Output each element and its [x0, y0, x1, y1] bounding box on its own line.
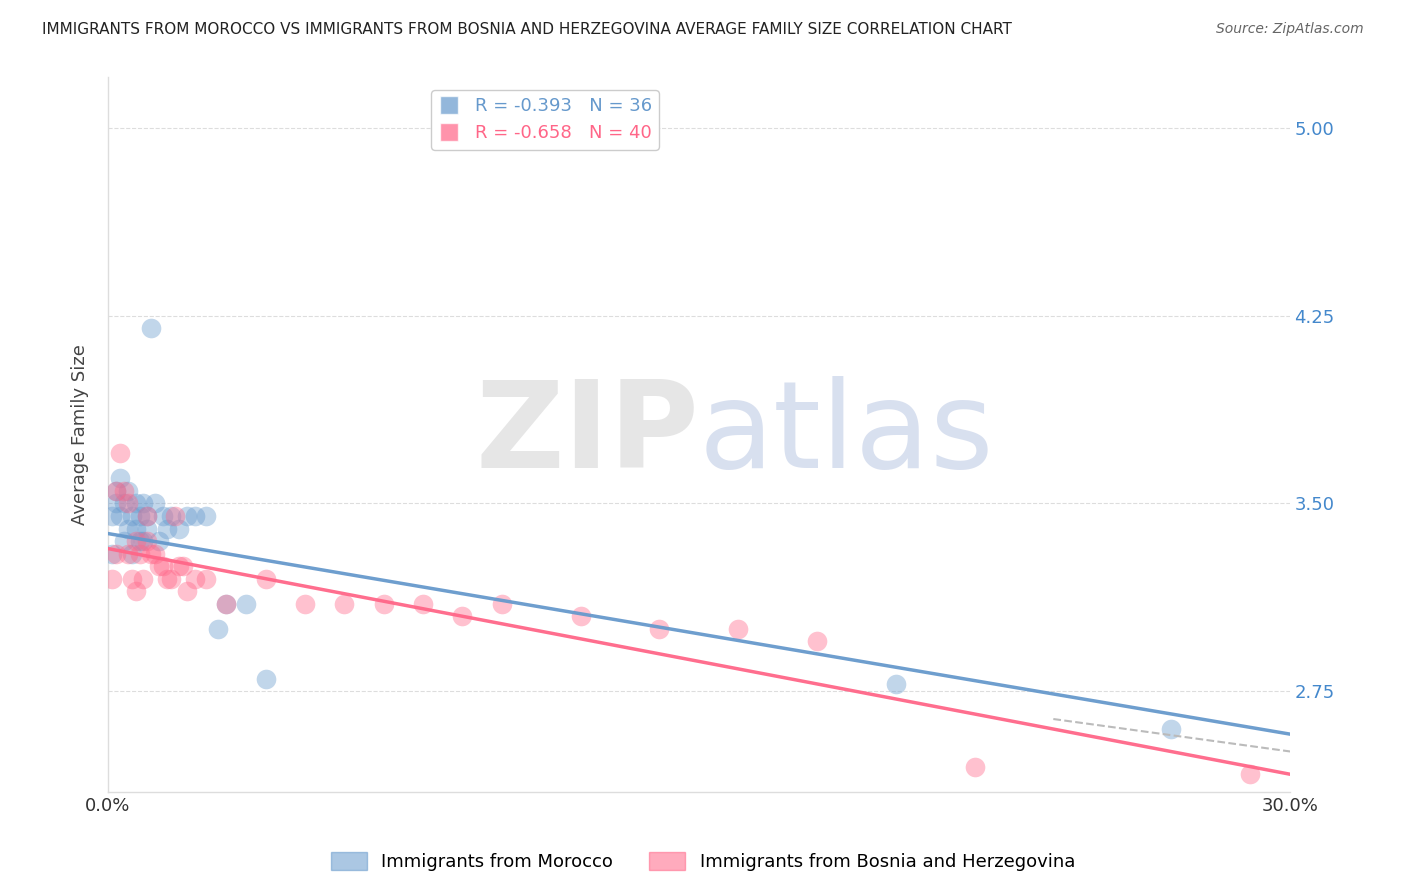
- Point: [207, 622, 229, 636]
- Point: [215, 597, 238, 611]
- Point: [132, 534, 155, 549]
- Point: [104, 496, 127, 510]
- Point: [101, 547, 124, 561]
- Point: [121, 547, 143, 561]
- Legend: R = -0.393   N = 36, R = -0.658   N = 40: R = -0.393 N = 36, R = -0.658 N = 40: [432, 90, 659, 150]
- Point: [333, 597, 356, 611]
- Point: [254, 672, 277, 686]
- Point: [648, 622, 671, 636]
- Text: ZIP: ZIP: [475, 376, 699, 493]
- Point: [117, 547, 139, 561]
- Point: [108, 471, 131, 485]
- Point: [195, 508, 218, 523]
- Point: [101, 508, 124, 523]
- Point: [1160, 722, 1182, 736]
- Point: [121, 572, 143, 586]
- Point: [117, 496, 139, 510]
- Point: [148, 534, 170, 549]
- Text: atlas: atlas: [699, 376, 994, 493]
- Point: [141, 547, 163, 561]
- Point: [132, 572, 155, 586]
- Point: [136, 522, 159, 536]
- Text: Source: ZipAtlas.com: Source: ZipAtlas.com: [1216, 22, 1364, 37]
- Point: [1239, 767, 1261, 781]
- Point: [183, 572, 205, 586]
- Point: [124, 584, 146, 599]
- Point: [884, 677, 907, 691]
- Point: [156, 572, 179, 586]
- Point: [128, 508, 150, 523]
- Point: [160, 572, 183, 586]
- Point: [143, 547, 166, 561]
- Point: [108, 446, 131, 460]
- Point: [141, 321, 163, 335]
- Point: [148, 559, 170, 574]
- Point: [132, 496, 155, 510]
- Point: [451, 609, 474, 624]
- Point: [727, 622, 749, 636]
- Point: [136, 508, 159, 523]
- Point: [160, 508, 183, 523]
- Point: [167, 522, 190, 536]
- Point: [806, 634, 828, 648]
- Text: IMMIGRANTS FROM MOROCCO VS IMMIGRANTS FROM BOSNIA AND HERZEGOVINA AVERAGE FAMILY: IMMIGRANTS FROM MOROCCO VS IMMIGRANTS FR…: [42, 22, 1012, 37]
- Point: [112, 534, 135, 549]
- Point: [124, 496, 146, 510]
- Point: [156, 522, 179, 536]
- Point: [373, 597, 395, 611]
- Y-axis label: Average Family Size: Average Family Size: [72, 344, 89, 525]
- Point: [104, 547, 127, 561]
- Point: [569, 609, 592, 624]
- Point: [128, 547, 150, 561]
- Point: [112, 483, 135, 498]
- Point: [136, 534, 159, 549]
- Point: [112, 496, 135, 510]
- Point: [117, 522, 139, 536]
- Point: [412, 597, 434, 611]
- Point: [152, 559, 174, 574]
- Legend: Immigrants from Morocco, Immigrants from Bosnia and Herzegovina: Immigrants from Morocco, Immigrants from…: [323, 845, 1083, 879]
- Point: [254, 572, 277, 586]
- Point: [215, 597, 238, 611]
- Point: [117, 483, 139, 498]
- Point: [167, 559, 190, 574]
- Point: [172, 559, 194, 574]
- Point: [176, 584, 198, 599]
- Point: [124, 522, 146, 536]
- Point: [963, 759, 986, 773]
- Point: [101, 572, 124, 586]
- Point: [143, 496, 166, 510]
- Point: [163, 508, 186, 523]
- Point: [136, 508, 159, 523]
- Point: [176, 508, 198, 523]
- Point: [235, 597, 257, 611]
- Point: [491, 597, 513, 611]
- Point: [108, 508, 131, 523]
- Point: [121, 508, 143, 523]
- Point: [294, 597, 316, 611]
- Point: [104, 483, 127, 498]
- Point: [195, 572, 218, 586]
- Point: [104, 483, 127, 498]
- Point: [152, 508, 174, 523]
- Point: [128, 534, 150, 549]
- Point: [124, 534, 146, 549]
- Point: [183, 508, 205, 523]
